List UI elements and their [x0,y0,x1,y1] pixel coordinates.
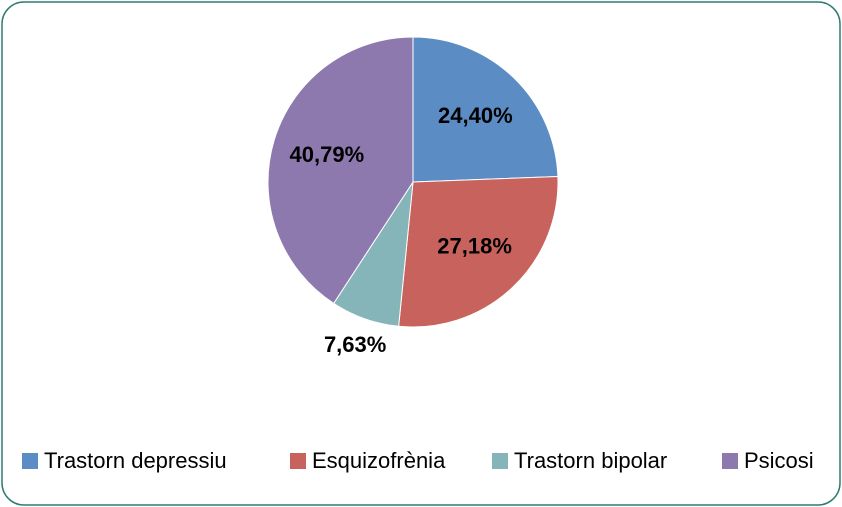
data-label: 40,79% [290,142,365,167]
legend-swatch [492,453,508,469]
legend-label: Esquizofrènia [312,448,446,473]
pie-slice [412,36,559,183]
legend-label: Psicosi [744,448,814,473]
data-label: 27,18% [437,233,512,258]
pie-slice [398,176,559,328]
data-label: 7,63% [324,332,386,357]
legend-label: Trastorn depressiu [44,448,227,473]
legend-swatch [22,453,38,469]
pie-slice [267,36,414,305]
legend-swatch [290,453,306,469]
legend-swatch [722,453,738,469]
legend-label: Trastorn bipolar [514,448,667,473]
data-label: 24,40% [438,103,513,128]
